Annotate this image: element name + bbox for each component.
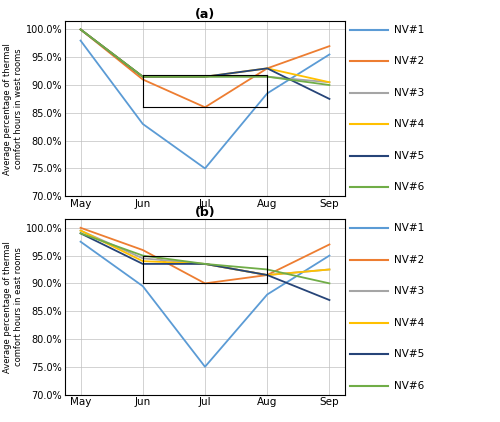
Text: NV#4: NV#4 [394,318,424,328]
Text: NV#1: NV#1 [394,25,424,35]
Text: NV#1: NV#1 [394,223,424,233]
Text: NV#5: NV#5 [394,151,424,161]
Title: (b): (b) [194,206,216,219]
Text: NV#6: NV#6 [394,381,424,391]
Text: NV#5: NV#5 [394,349,424,359]
Title: (a): (a) [195,8,215,21]
Y-axis label: Average percentage of thermal
comfort hours in west rooms: Average percentage of thermal comfort ho… [4,43,23,175]
Text: NV#3: NV#3 [394,286,424,296]
Text: NV#3: NV#3 [394,88,424,98]
Y-axis label: Average percentage of thermal
comfort hours in east rooms: Average percentage of thermal comfort ho… [4,241,23,373]
Text: NV#6: NV#6 [394,182,424,192]
Text: NV#2: NV#2 [394,57,424,66]
Text: NV#2: NV#2 [394,255,424,265]
Text: NV#4: NV#4 [394,119,424,130]
